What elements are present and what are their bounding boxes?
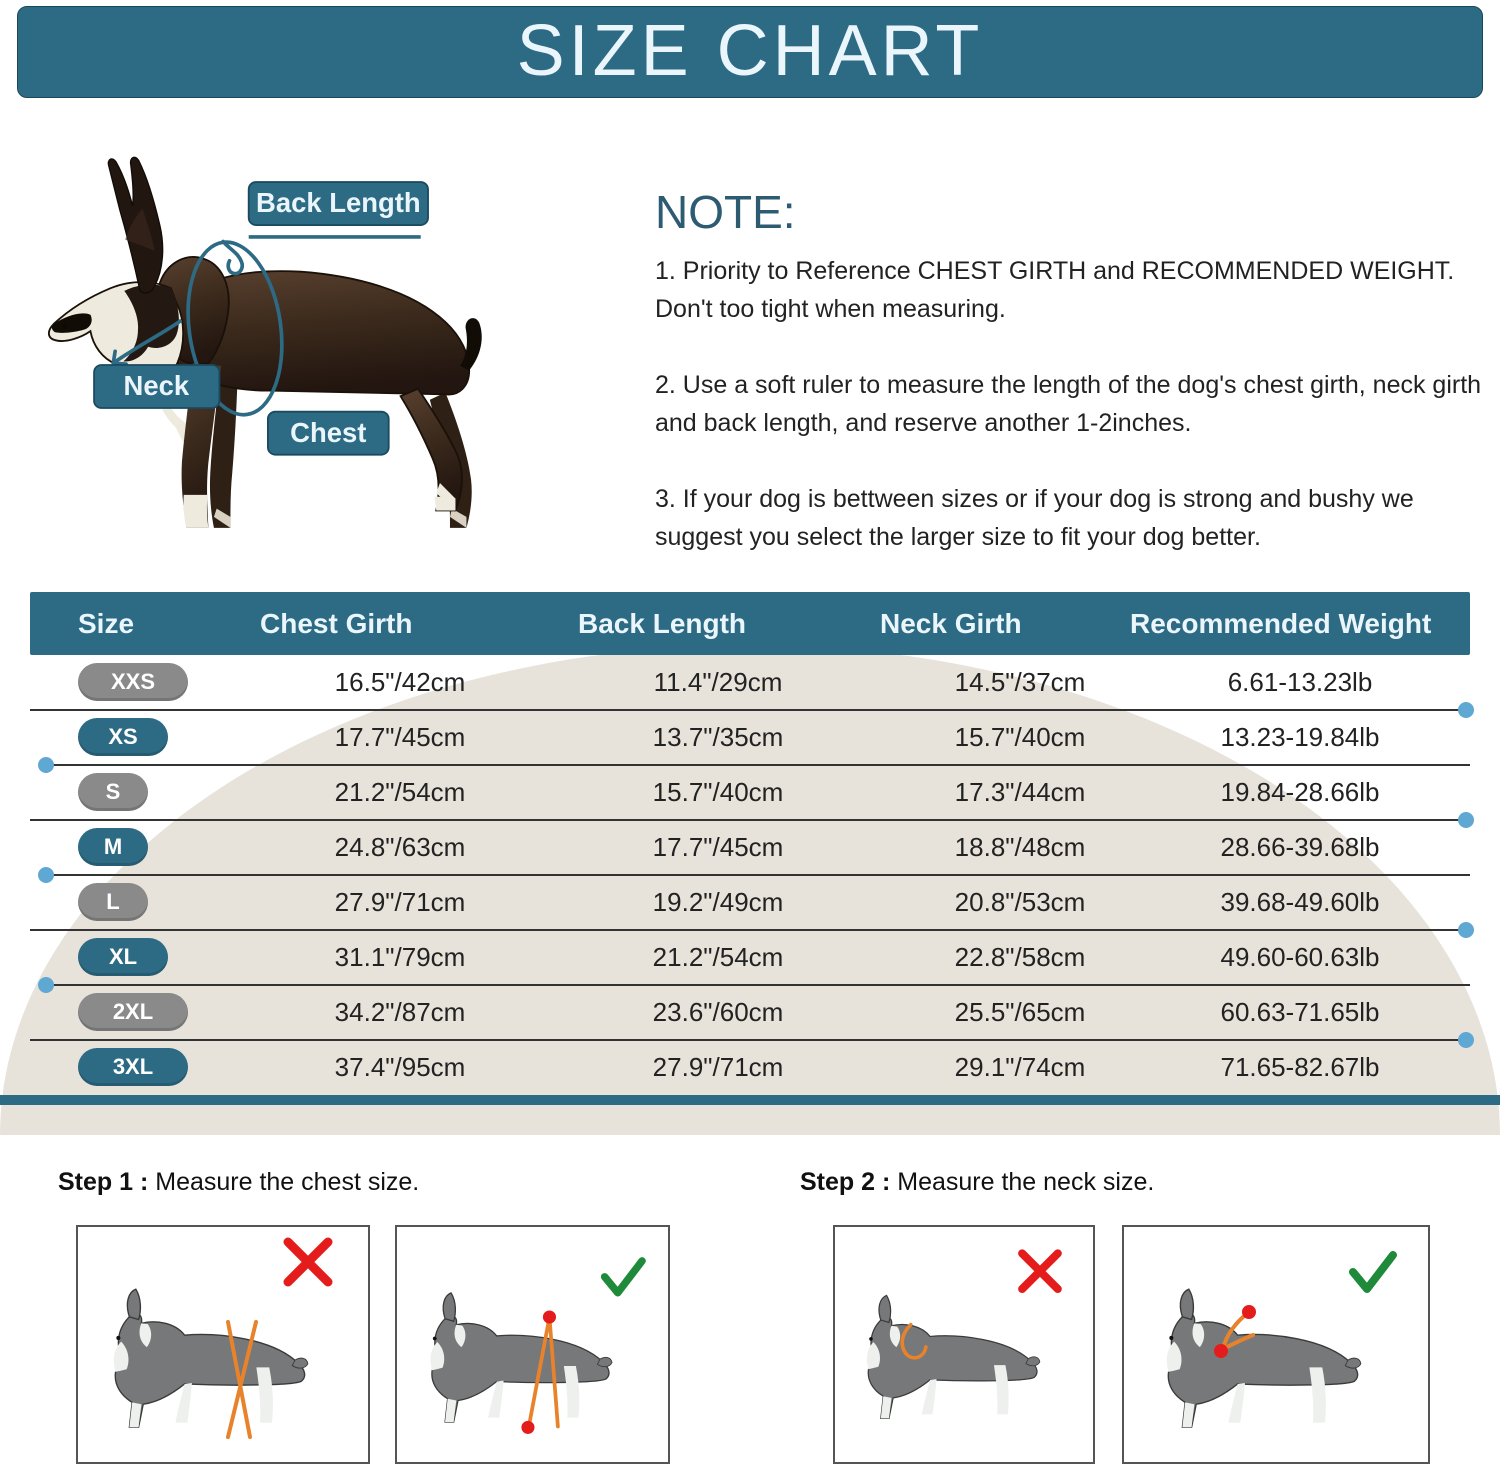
svg-text:Chest: Chest <box>290 417 366 448</box>
svg-text:Neck: Neck <box>124 370 190 401</box>
svg-text:Back Length: Back Length <box>256 187 421 218</box>
